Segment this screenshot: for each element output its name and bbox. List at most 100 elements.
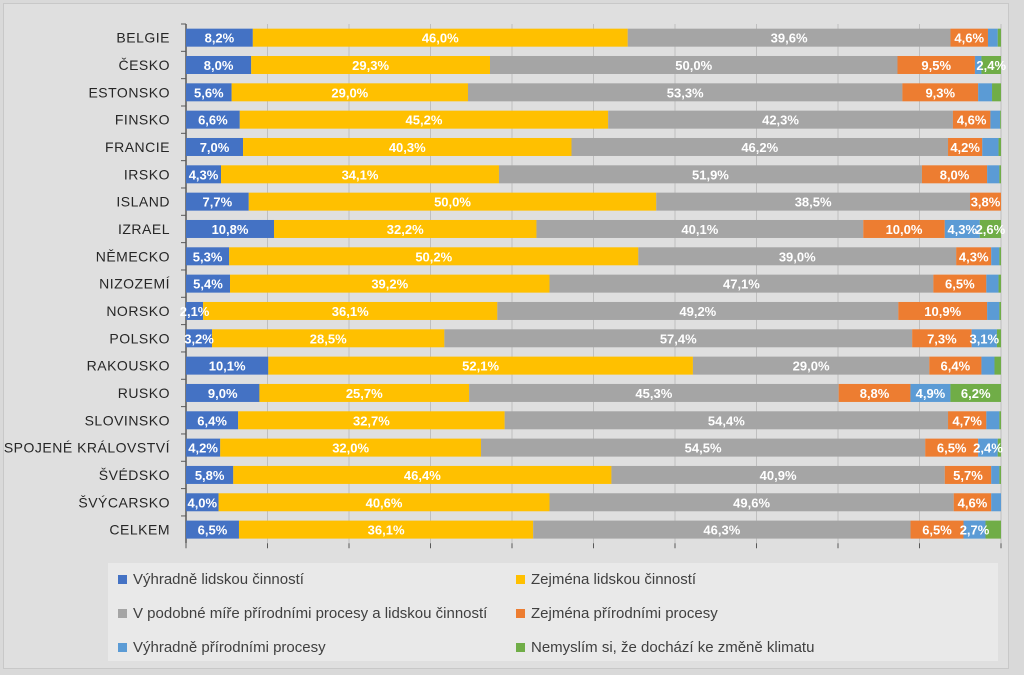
- bar-segment: [186, 192, 249, 211]
- data-label: 10,9%: [924, 304, 961, 319]
- category-label: ŠVÝCARSKO: [78, 494, 170, 510]
- data-label: 2,4%: [973, 441, 1003, 456]
- data-label: 46,3%: [703, 523, 740, 538]
- data-label: 51,9%: [692, 167, 729, 182]
- bar-segment: [656, 192, 971, 211]
- bar-segment: [999, 411, 1001, 430]
- bar-segment: [251, 55, 490, 74]
- bar-segment: [186, 493, 219, 512]
- data-label: 50,0%: [434, 195, 471, 210]
- data-label: 3,8%: [971, 195, 1001, 210]
- bar-segment: [203, 301, 498, 320]
- category-label: RAKOUSKO: [87, 358, 170, 374]
- bar-segment: [239, 110, 609, 129]
- legend-item-no-climate-change: Nemyslím si, že dochází ke změně klimatu: [516, 639, 814, 656]
- bar-segment: [981, 55, 1001, 74]
- bar-segment: [481, 438, 926, 457]
- bar-segment: [910, 520, 964, 539]
- data-label: 6,6%: [198, 113, 228, 128]
- data-label: 46,2%: [741, 140, 778, 155]
- data-label: 32,0%: [332, 441, 369, 456]
- bar-segment: [999, 465, 1001, 484]
- bar-segment: [997, 28, 1001, 47]
- legend-label: Výhradně lidskou činností: [133, 571, 304, 588]
- bar-segment: [186, 274, 231, 293]
- bar-segment: [953, 493, 992, 512]
- data-label: 6,4%: [941, 359, 971, 374]
- bar-segment: [991, 247, 1000, 266]
- bar-segment: [230, 274, 550, 293]
- legend-swatch-mostly-natural: [516, 609, 525, 618]
- bar-segment: [974, 55, 982, 74]
- bar-segment: [952, 110, 991, 129]
- data-label: 4,9%: [916, 386, 946, 401]
- category-label: NIZOZEMÍ: [99, 276, 170, 292]
- category-label: ISLAND: [116, 194, 170, 210]
- data-label: 2,6%: [976, 222, 1006, 237]
- bar-segment: [992, 83, 1001, 102]
- data-label: 40,6%: [366, 495, 403, 510]
- category-label: ESTONSKO: [88, 84, 170, 100]
- data-label: 9,0%: [208, 386, 238, 401]
- data-label: 8,8%: [860, 386, 890, 401]
- data-label: 40,3%: [389, 140, 426, 155]
- data-label: 40,1%: [681, 222, 718, 237]
- bar-segment: [863, 219, 945, 238]
- data-label: 3,2%: [184, 331, 214, 346]
- data-label: 39,0%: [779, 249, 816, 264]
- data-label: 42,3%: [762, 113, 799, 128]
- bar-segment: [999, 247, 1001, 266]
- bar-segment: [990, 110, 1001, 129]
- bar-segment: [998, 137, 1001, 156]
- category-label: IRSKO: [124, 166, 170, 182]
- data-label: 28,5%: [310, 331, 347, 346]
- data-label: 34,1%: [342, 167, 379, 182]
- category-label: SPOJENÉ KRÁLOVSTVÍ: [4, 440, 170, 456]
- bar-segment: [238, 411, 505, 430]
- legend-label: Nemyslím si, že dochází ke změně klimatu: [531, 639, 815, 656]
- bar-segment: [997, 438, 1001, 457]
- bar-segment: [611, 465, 945, 484]
- bar-segment: [549, 274, 934, 293]
- legend-item-equally: V podobné míře přírodními procesy a lids…: [118, 605, 487, 622]
- bar-segment: [186, 110, 240, 129]
- bar-segment: [692, 356, 930, 375]
- data-label: 5,3%: [193, 249, 223, 264]
- bar-segment: [229, 247, 639, 266]
- category-label: NORSKO: [106, 303, 170, 319]
- category-label: CELKEM: [109, 522, 170, 538]
- bar-segment: [985, 520, 1001, 539]
- data-label: 2,7%: [960, 523, 990, 538]
- bar-segment: [212, 329, 445, 348]
- bar-segment: [252, 28, 628, 47]
- data-label: 38,5%: [795, 195, 832, 210]
- data-label: 49,6%: [733, 495, 770, 510]
- category-label: FINSKO: [115, 112, 170, 128]
- data-label: 9,3%: [925, 85, 955, 100]
- bar-segment: [998, 274, 1001, 293]
- data-label: 4,7%: [952, 413, 982, 428]
- bar-segment: [504, 411, 949, 430]
- legend-item-mostly-human: Zejména lidskou činností: [516, 571, 696, 588]
- data-label: 29,0%: [793, 359, 830, 374]
- legend-swatch-mostly-human: [516, 575, 525, 584]
- bar-segment: [238, 520, 534, 539]
- bar-segment: [999, 301, 1001, 320]
- bar-segment: [536, 219, 864, 238]
- data-label: 8,0%: [204, 58, 234, 73]
- data-label: 49,2%: [679, 304, 716, 319]
- data-label: 9,5%: [921, 58, 951, 73]
- bar-segment: [996, 329, 1001, 348]
- bar-segment: [970, 192, 1001, 211]
- legend-swatch-exclusively-human: [118, 575, 127, 584]
- bar-segment: [467, 83, 903, 102]
- legend-item-exclusively-natural: Výhradně přírodními procesy: [118, 639, 326, 656]
- legend-item-exclusively-human: Výhradně lidskou činností: [118, 571, 304, 588]
- data-label: 4,0%: [187, 495, 217, 510]
- bar-segment: [220, 438, 482, 457]
- data-label: 6,5%: [937, 441, 967, 456]
- data-label: 5,6%: [194, 85, 224, 100]
- bar-segment: [948, 411, 987, 430]
- data-label: 32,2%: [387, 222, 424, 237]
